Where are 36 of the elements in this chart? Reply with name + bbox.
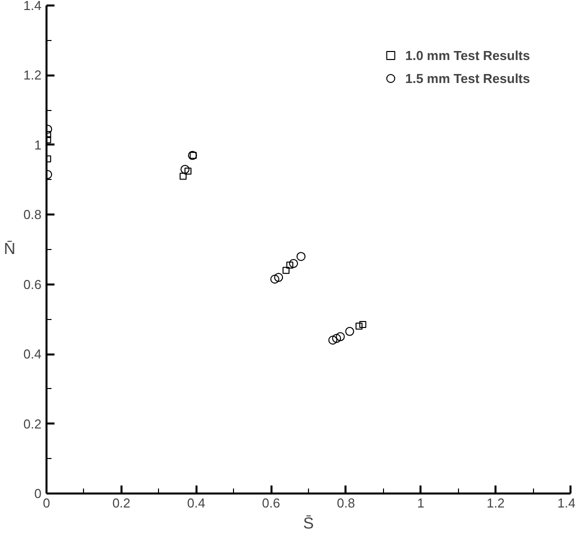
y-tick-label: 0.6 xyxy=(23,276,42,292)
y-tick-label: 1.4 xyxy=(23,0,42,13)
x-tick-label: 0.4 xyxy=(187,496,206,510)
point xyxy=(332,334,342,343)
y-tick-label: 1.2 xyxy=(23,68,42,83)
point xyxy=(180,164,190,174)
point xyxy=(356,322,363,330)
x-tick-label: 1 xyxy=(417,496,424,510)
y-axis-title: N̄ xyxy=(4,240,16,258)
y-tick-label: 0.2 xyxy=(23,416,42,432)
y-tick-label: 0 xyxy=(34,486,42,501)
point xyxy=(188,150,197,160)
point xyxy=(336,332,345,342)
x-axis-title: S̄ xyxy=(303,515,314,532)
point xyxy=(345,326,354,336)
x-tick-label: 0.6 xyxy=(262,496,280,510)
y-tick-label: 0.8 xyxy=(23,207,42,222)
point xyxy=(328,336,338,345)
point xyxy=(190,152,197,159)
y-tick-label: 1 xyxy=(34,137,42,152)
legend-label: 1.5 mm Test Results xyxy=(405,70,530,86)
point xyxy=(286,262,294,269)
point xyxy=(184,168,192,175)
point xyxy=(180,172,187,180)
point xyxy=(359,320,366,328)
x-tick-label: 1.2 xyxy=(486,496,505,510)
y-tick-label: 0.4 xyxy=(23,346,42,362)
x-tick-label: 0.8 xyxy=(336,496,355,510)
x-tick-label: 0.2 xyxy=(112,496,130,510)
point xyxy=(274,272,284,282)
legend-label: 1.0 mm Test Results xyxy=(405,48,530,62)
point xyxy=(282,266,290,274)
point xyxy=(270,274,280,284)
point xyxy=(296,252,306,261)
x-tick-label: 1.4 xyxy=(557,496,576,510)
point xyxy=(289,258,298,268)
